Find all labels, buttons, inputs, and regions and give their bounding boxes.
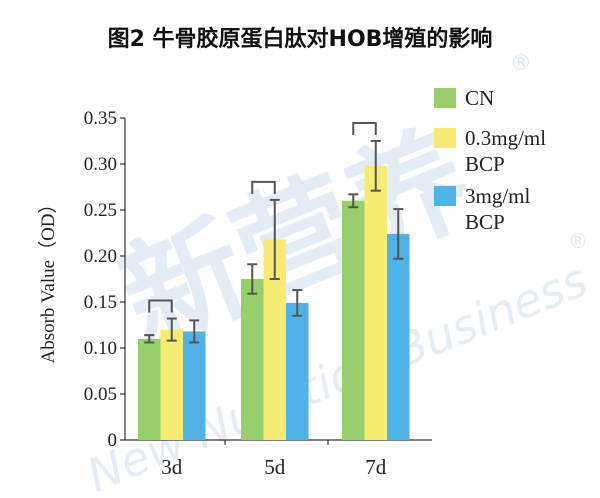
legend-label: 0.3mg/ml <box>465 126 546 150</box>
bar <box>160 329 183 440</box>
x-tick-label: 5d <box>264 455 286 479</box>
watermark-mark-2: ® <box>568 229 588 253</box>
bar <box>286 302 309 440</box>
bar <box>342 200 365 440</box>
significance-bracket <box>251 180 276 194</box>
y-axis-title: Absorb Value（OD） <box>37 194 59 363</box>
plot-area: 0 0.05 0.10 0.15 0.20 0.25 0.30 0.35 Absorb Valu… <box>37 108 432 479</box>
x-tick-label: 7d <box>365 455 387 479</box>
y-tick-label: 0 <box>108 430 118 451</box>
y-tick-label: 0.15 <box>84 292 117 313</box>
bar <box>263 239 286 440</box>
y-tick-label: 0.25 <box>84 200 117 221</box>
legend-label: 3mg/ml <box>465 184 531 208</box>
bar <box>364 165 387 440</box>
legend-swatch <box>434 88 456 108</box>
significance-bracket <box>148 299 173 313</box>
bar <box>183 331 206 440</box>
y-tick-label: 0.30 <box>84 154 117 175</box>
legend-swatch <box>434 186 456 206</box>
legend-label: CN <box>465 86 494 110</box>
y-tick-label: 0.10 <box>84 338 117 359</box>
watermark-mark: ® <box>510 51 532 76</box>
y-tick-label: 0.20 <box>84 246 117 267</box>
y-tick-label: 0.35 <box>84 108 117 129</box>
legend-label: BCP <box>465 152 505 176</box>
chart-title: 图2 牛骨胶原蛋白肽对HOB增殖的影响 <box>108 26 493 52</box>
y-tick-label: 0.05 <box>84 384 117 405</box>
legend-swatch <box>434 128 456 148</box>
bar <box>241 279 264 440</box>
bar <box>138 338 161 440</box>
legend-label: BCP <box>465 210 505 234</box>
bar <box>387 233 410 440</box>
x-tick-label: 3d <box>161 455 183 479</box>
significance-bracket <box>352 122 377 135</box>
